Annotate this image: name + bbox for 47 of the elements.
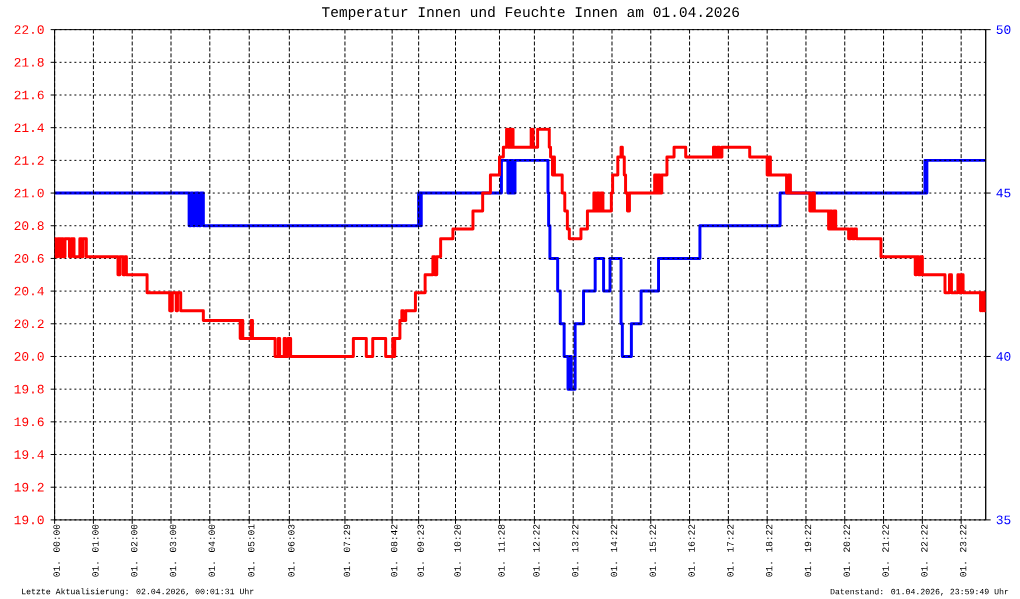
x-tick-label: 01. 03:00	[169, 524, 177, 577]
y-tick-label: 19.4	[14, 450, 44, 459]
x-tick-label: 01. 19:22	[804, 524, 812, 577]
y-tick-label: 20.4	[14, 286, 44, 296]
x-tick-label: 01. 13:22	[571, 524, 579, 577]
y-tick-label: 20.6	[14, 254, 44, 263]
y-tick-label: 20.8	[14, 221, 44, 231]
y-tick-label: 22.0	[14, 25, 44, 35]
x-tick-label: 01. 17:22	[727, 524, 734, 577]
x-tick-label: 01. 04:00	[208, 524, 215, 577]
x-tick-label: 01. 11:28	[498, 524, 505, 577]
text: Letzte Aktualisierung: 02.04.2026, 00:01:31 Uhr	[22, 588, 254, 596]
chart-title: Temperatur Innen und Feuchte Innen am 01.04.2026	[322, 6, 739, 20]
x-tick-label: 01. 06:03	[288, 524, 295, 577]
x-tick-label: 01. 00:00	[53, 524, 60, 577]
x-tick-label: 01. 07:29	[343, 524, 351, 577]
x-tick-label: 01. 08:42	[390, 524, 398, 577]
y-tick-label: 20.2	[14, 319, 44, 329]
y2-tick-label: 40	[996, 352, 1011, 361]
text: Datenstand: 01.04.2026, 23:59:49 Uhr	[830, 588, 1009, 596]
x-tick-label: 01. 10:20	[454, 524, 461, 577]
x-tick-label: 01. 05:01	[248, 524, 255, 577]
y2-tick-label: 35	[996, 515, 1011, 525]
y-tick-label: 21.2	[14, 156, 44, 165]
y-tick-label: 21.4	[14, 123, 44, 132]
x-tick-label: 01. 15:22	[649, 524, 656, 577]
y2-tick-label: 50	[996, 25, 1011, 35]
y-tick-label: 19.2	[14, 482, 44, 492]
y-tick-label: 20.0	[14, 352, 44, 361]
x-tick-label: 01. 12:22	[533, 524, 540, 577]
y-tick-label: 21.0	[14, 188, 44, 198]
x-tick-label: 01. 14:22	[610, 524, 618, 577]
y-tick-label: 19.6	[14, 417, 44, 427]
x-tick-label: 01. 16:22	[688, 524, 695, 577]
x-tick-label: 01. 23:22	[959, 524, 967, 577]
y-tick-label: 19.0	[14, 515, 44, 525]
x-tick-label: 01. 02:00	[130, 524, 138, 577]
x-tick-label: 01. 20:22	[843, 524, 850, 577]
x-tick-label: 01. 18:22	[765, 524, 773, 577]
x-tick-label: 01. 22:22	[921, 524, 928, 577]
y-tick-label: 19.8	[14, 384, 44, 394]
x-tick-label: 01. 09:23	[417, 524, 424, 577]
y-tick-label: 21.8	[14, 57, 44, 67]
x-tick-label: 01. 21:22	[882, 524, 889, 577]
y2-tick-label: 45	[996, 188, 1011, 198]
x-tick-label: 01. 01:00	[92, 524, 99, 577]
y-tick-label: 21.6	[14, 90, 44, 100]
